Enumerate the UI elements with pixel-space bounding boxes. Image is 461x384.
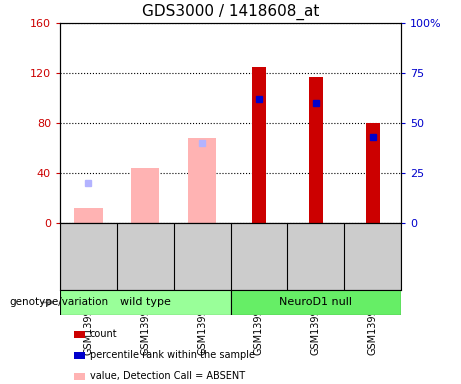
Text: NeuroD1 null: NeuroD1 null — [279, 297, 352, 308]
Bar — [309, 77, 323, 223]
Bar — [230, 290, 401, 315]
Title: GDS3000 / 1418608_at: GDS3000 / 1418608_at — [142, 4, 319, 20]
Text: count: count — [90, 329, 118, 339]
Bar — [74, 208, 102, 223]
Text: wild type: wild type — [120, 297, 171, 308]
Text: percentile rank within the sample: percentile rank within the sample — [90, 350, 255, 360]
Bar — [60, 290, 230, 315]
Bar — [131, 168, 160, 223]
Bar — [252, 67, 266, 223]
Bar — [188, 138, 216, 223]
Text: value, Detection Call = ABSENT: value, Detection Call = ABSENT — [90, 371, 245, 381]
Text: genotype/variation: genotype/variation — [9, 297, 108, 308]
Bar — [366, 123, 380, 223]
